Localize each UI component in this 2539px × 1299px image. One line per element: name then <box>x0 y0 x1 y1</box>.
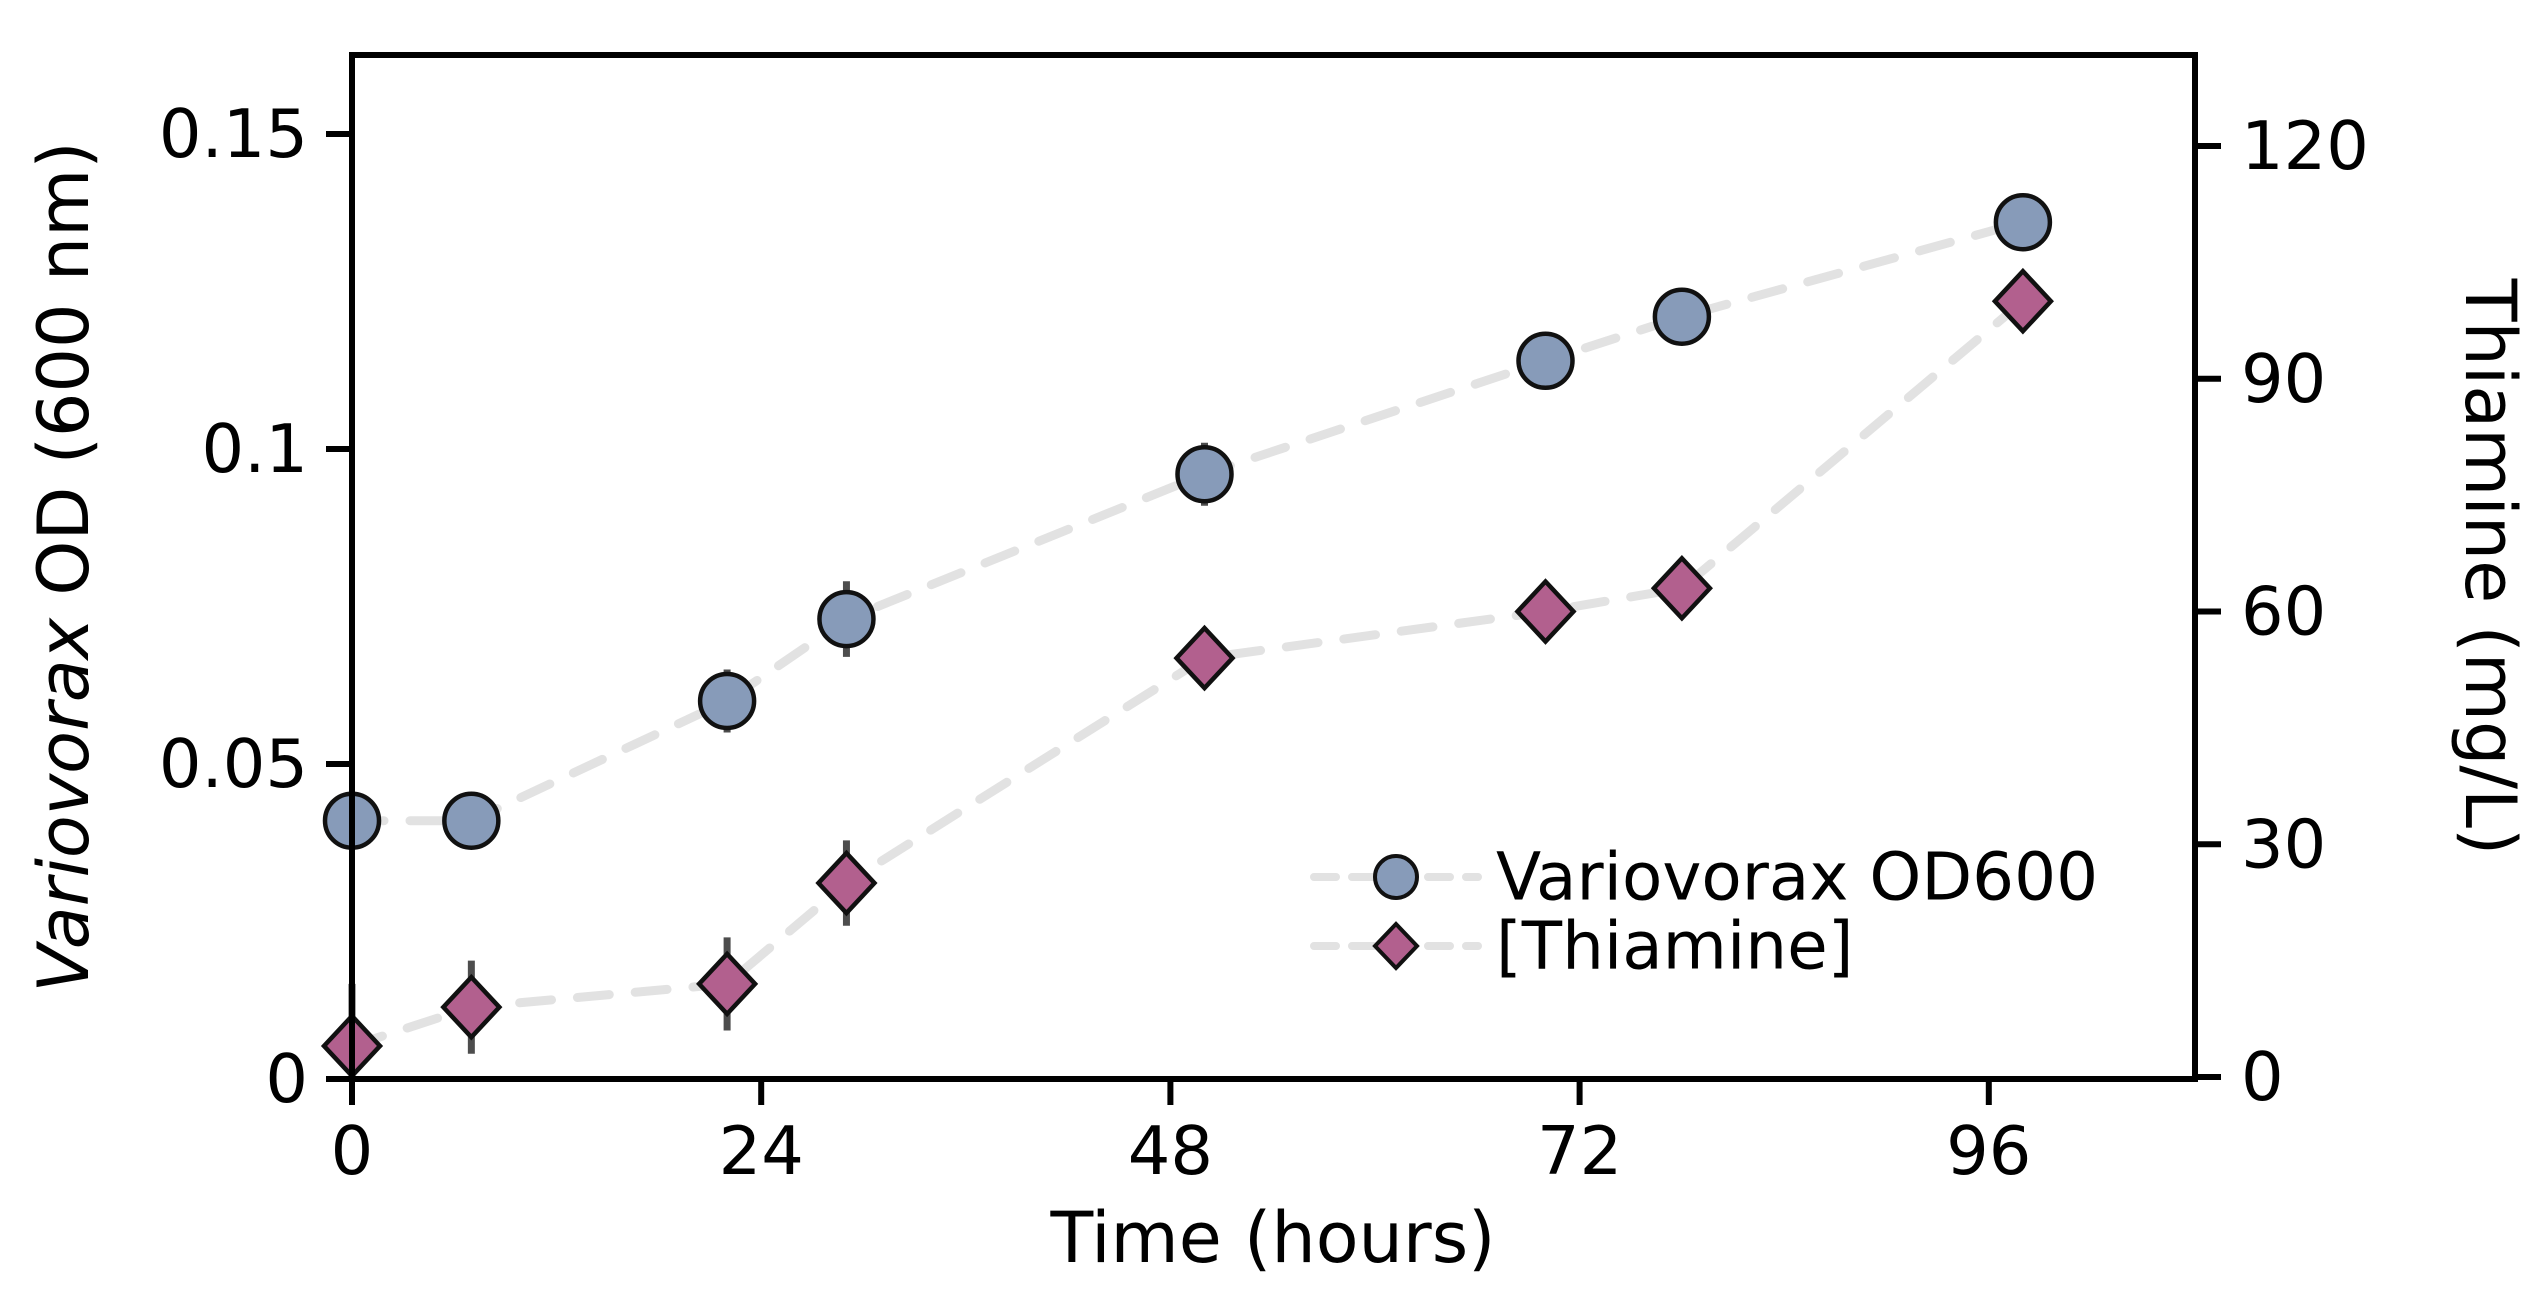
thiamine-data-point <box>1650 554 1713 622</box>
y-axis-title-right: Thiamine (mg/L) <box>2449 278 2531 856</box>
thiamine-data-point <box>1173 624 1236 692</box>
legend-label-thiamine: [Thiamine] <box>1496 908 1854 985</box>
legend: Variovorax OD600 [Thiamine] <box>1310 839 2098 985</box>
y-right-tick-label: 90 <box>2241 340 2326 418</box>
od-data-point <box>1175 444 1234 504</box>
y-right-tick-label: 60 <box>2241 573 2326 651</box>
y-left-tick-label: 0.05 <box>159 725 308 803</box>
y-right-tick-label: 0 <box>2241 1038 2284 1116</box>
thiamine-data-point <box>1991 267 2054 335</box>
od-data-point <box>1516 331 1575 391</box>
x-tick-label: 0 <box>331 1112 374 1190</box>
plot-frame <box>349 52 2198 1082</box>
axis-tick-labels: 0 24 48 72 96 0 0.05 0.1 0.15 0 30 60 90 120 <box>159 95 2369 1190</box>
thiamine-data-point <box>696 950 759 1018</box>
od-data-point <box>1652 287 1712 346</box>
legend-label-od: Variovorax OD600 <box>1496 839 2098 916</box>
y-axis-title-left-rest: OD (600 nm) <box>23 141 105 618</box>
y-axis-title-left-species: Variovorax <box>23 617 105 992</box>
y-left-tick-label: 0.1 <box>201 410 308 488</box>
thiamine-data-point <box>440 973 503 1041</box>
od-data-point <box>697 671 757 731</box>
axis-ticks <box>326 131 2221 1105</box>
y-right-tick-label: 30 <box>2241 805 2326 883</box>
x-tick-label: 96 <box>1946 1112 2031 1190</box>
od-data-point <box>1993 192 2053 252</box>
y-left-tick-label: 0.15 <box>159 95 308 173</box>
legend-diamond-marker-icon <box>1372 921 1420 971</box>
od-data-point <box>442 791 501 850</box>
y-right-tick-label: 120 <box>2241 107 2369 185</box>
thiamine-data-point <box>815 849 878 917</box>
legend-circle-marker-icon <box>1373 854 1419 900</box>
y-left-tick-label: 0 <box>265 1040 308 1118</box>
data-points <box>320 192 2054 1080</box>
thiamine-data-point <box>1514 578 1577 645</box>
x-tick-label: 72 <box>1537 1112 1622 1190</box>
od-data-point <box>817 589 876 649</box>
y-axis-title-left: Variovorax OD (600 nm) <box>23 141 105 992</box>
x-axis-title: Time (hours) <box>1050 1197 1496 1279</box>
x-tick-label: 24 <box>719 1112 804 1190</box>
connector-line-od <box>347 217 2028 826</box>
x-tick-label: 48 <box>1128 1112 1213 1190</box>
